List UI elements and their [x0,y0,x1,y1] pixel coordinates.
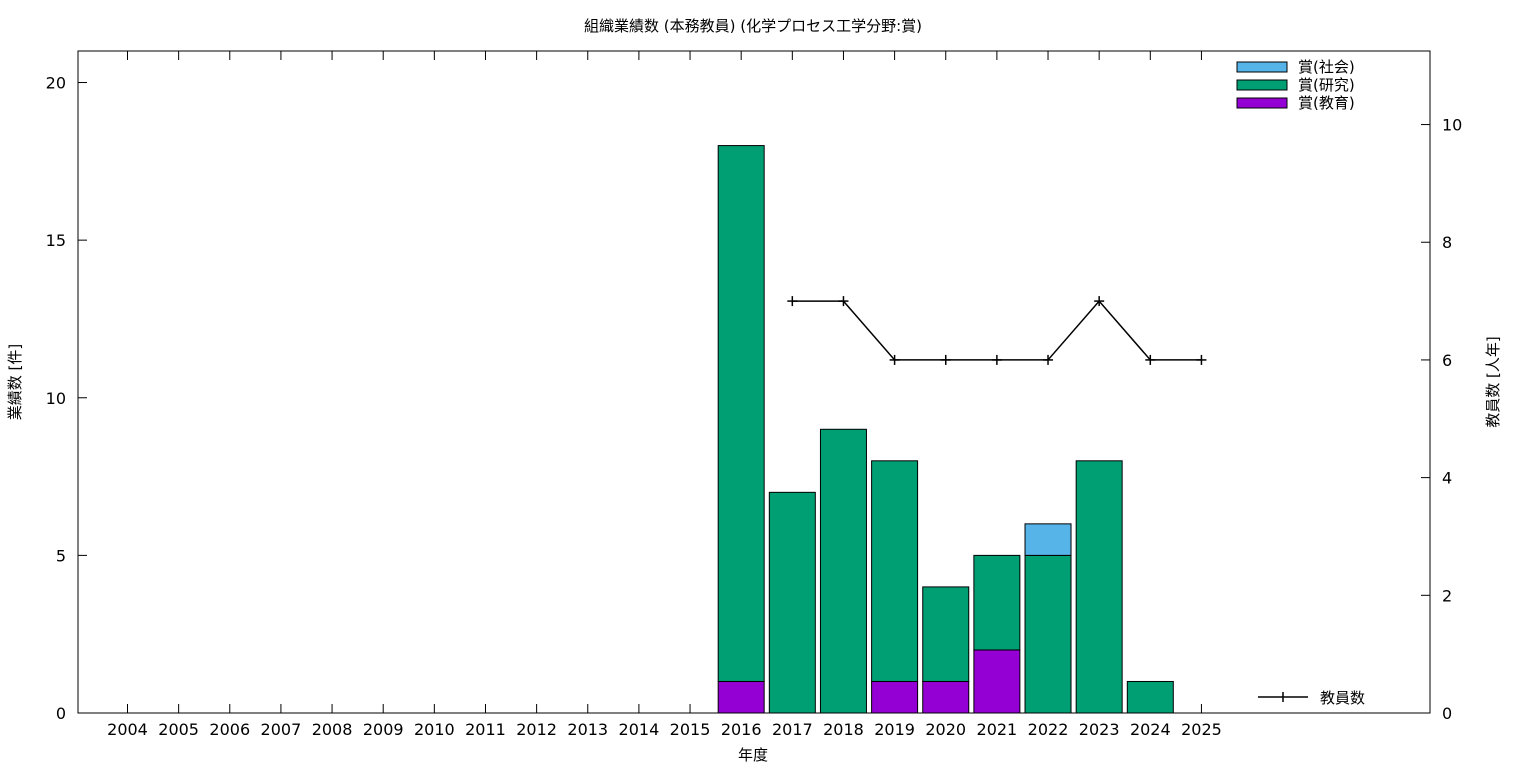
bar-segment [922,586,970,682]
y-tick-label: 20 [46,74,66,93]
x-tick-label: 2025 [1181,720,1222,739]
bar-segment [973,554,1021,651]
chart-title: 組織業績数 (本務教員) (化学プロセス工学分野:賞) [584,17,922,35]
bar-segment [717,145,765,682]
legend-line-label: 教員数 [1320,689,1365,707]
bar-segment [1075,460,1123,714]
x-tick-label: 2024 [1130,720,1171,739]
x-tick-label: 2019 [874,720,915,739]
x-tick-label: 2018 [823,720,864,739]
y-tick-label: 0 [56,704,66,723]
x-tick-label: 2014 [619,720,660,739]
x-tick-label: 2012 [516,720,557,739]
bar-segment [973,649,1021,714]
x-axis: 2004 2005 2006 2007 2008 2009 2010 2011 2012 2013… [107,51,1222,739]
x-tick-label: 2017 [772,720,813,739]
y-tick-label: 15 [46,231,66,250]
bars [717,145,1174,714]
bar-segment [1024,523,1072,556]
y2-tick-label: 2 [1442,586,1452,605]
y-axis-label: 業績数 [件] [6,344,24,420]
bar-segment [768,491,816,714]
y2-tick-label: 8 [1442,233,1452,252]
y-axis-left: 0 5 10 15 20 [46,74,87,723]
bar-segment [1024,554,1072,714]
bar-segment [871,680,919,714]
y2-axis-label: 教員数 [人年] [1484,336,1502,427]
y2-tick-label: 6 [1442,351,1452,370]
staff-line [787,296,1207,365]
x-tick-label: 2006 [209,720,250,739]
bar-segment [717,680,765,714]
x-tick-label: 2007 [261,720,302,739]
x-tick-label: 2023 [1079,720,1120,739]
x-tick-label: 2010 [414,720,455,739]
x-axis-label: 年度 [738,746,768,764]
x-tick-label: 2008 [312,720,353,739]
legend-swatch [1236,61,1288,73]
bar-segment [871,460,919,682]
x-tick-label: 2022 [1028,720,1069,739]
bar-segment [922,680,970,714]
legend-label: 賞(教育) [1298,94,1355,112]
legend-swatch [1236,79,1288,91]
y2-tick-label: 10 [1442,116,1462,135]
x-tick-label: 2016 [721,720,762,739]
legend: 賞(社会)賞(研究)賞(教育) [1236,58,1355,112]
legend-swatch [1236,97,1288,109]
x-tick-label: 2009 [363,720,404,739]
x-tick-label: 2021 [977,720,1018,739]
legend-line: 教員数 [1258,689,1365,707]
bar-segment [819,428,867,714]
y-tick-label: 5 [56,546,66,565]
y-axis-right: 0 2 4 6 8 10 [1421,116,1462,723]
x-tick-label: 2015 [670,720,711,739]
x-tick-label: 2005 [158,720,199,739]
x-tick-label: 2011 [465,720,506,739]
x-tick-label: 2013 [567,720,608,739]
staff-line-path [792,299,1202,361]
bar-segment [1126,680,1174,714]
x-tick-label: 2020 [925,720,966,739]
y2-tick-label: 4 [1442,469,1452,488]
legend-label: 賞(研究) [1298,76,1355,94]
legend-label: 賞(社会) [1298,58,1355,76]
y-tick-label: 10 [46,389,66,408]
y2-tick-label: 0 [1442,704,1452,723]
x-tick-label: 2004 [107,720,148,739]
